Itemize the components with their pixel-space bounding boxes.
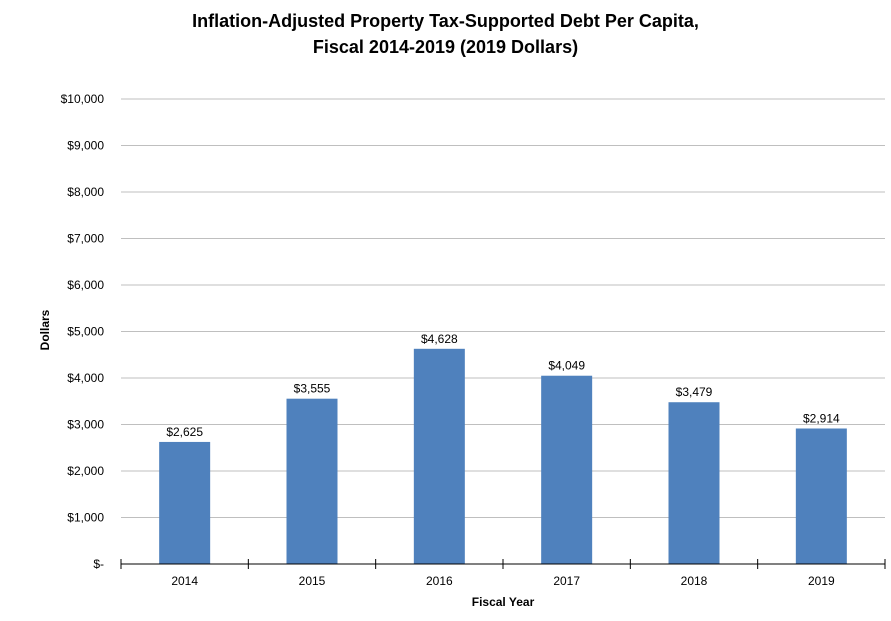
- chart-title: Inflation-Adjusted Property Tax-Supporte…: [0, 8, 891, 60]
- bar-2019: [795, 428, 847, 564]
- y-tick-label: $-: [93, 557, 104, 571]
- chart-title-line-2: Fiscal 2014-2019 (2019 Dollars): [312, 37, 579, 57]
- y-axis-title: Dollars: [38, 309, 52, 351]
- y-tick-label: $4,000: [67, 371, 104, 385]
- y-tick-label: $3,000: [67, 418, 104, 432]
- x-tick-label: 2017: [553, 574, 580, 588]
- bars: [159, 348, 847, 564]
- data-labels: $2,625 $3,555 $4,628 $4,049 $3,479 $2,914: [166, 332, 840, 439]
- bar-2014: [159, 441, 211, 564]
- y-tick-label: $6,000: [67, 278, 104, 292]
- bar-2017: [541, 375, 593, 564]
- x-tick-label: 2018: [681, 574, 708, 588]
- x-tick-label: 2016: [426, 574, 453, 588]
- data-label: $4,628: [421, 332, 458, 346]
- y-tick-label: $1,000: [67, 511, 104, 525]
- data-label: $3,555: [294, 382, 331, 396]
- x-axis-tick-labels: 2014 2015 2016 2017 2018 2019: [171, 574, 835, 588]
- data-label: $4,049: [548, 359, 585, 373]
- data-label: $2,914: [803, 411, 840, 425]
- y-axis-tick-labels: $- $1,000 $2,000 $3,000 $4,000 $5,000 $6,000 $7…: [61, 92, 105, 571]
- x-axis: [120, 559, 886, 569]
- bar-2015: [286, 398, 338, 564]
- y-tick-label: $8,000: [67, 185, 104, 199]
- y-tick-label: $10,000: [61, 92, 105, 106]
- bar-2018: [668, 402, 720, 564]
- x-tick-label: 2015: [299, 574, 326, 588]
- gridlines: [121, 98, 885, 518]
- data-label: $3,479: [676, 385, 713, 399]
- y-tick-label: $7,000: [67, 232, 104, 246]
- y-tick-label: $2,000: [67, 464, 104, 478]
- chart-title-line-1: Inflation-Adjusted Property Tax-Supporte…: [192, 11, 699, 31]
- x-tick-label: 2014: [171, 574, 198, 588]
- x-tick-label: 2019: [808, 574, 835, 588]
- x-axis-title: Fiscal Year: [471, 595, 535, 609]
- y-tick-label: $9,000: [67, 139, 104, 153]
- y-tick-label: $5,000: [67, 325, 104, 339]
- bar-2016: [413, 348, 465, 564]
- data-label: $2,625: [166, 425, 203, 439]
